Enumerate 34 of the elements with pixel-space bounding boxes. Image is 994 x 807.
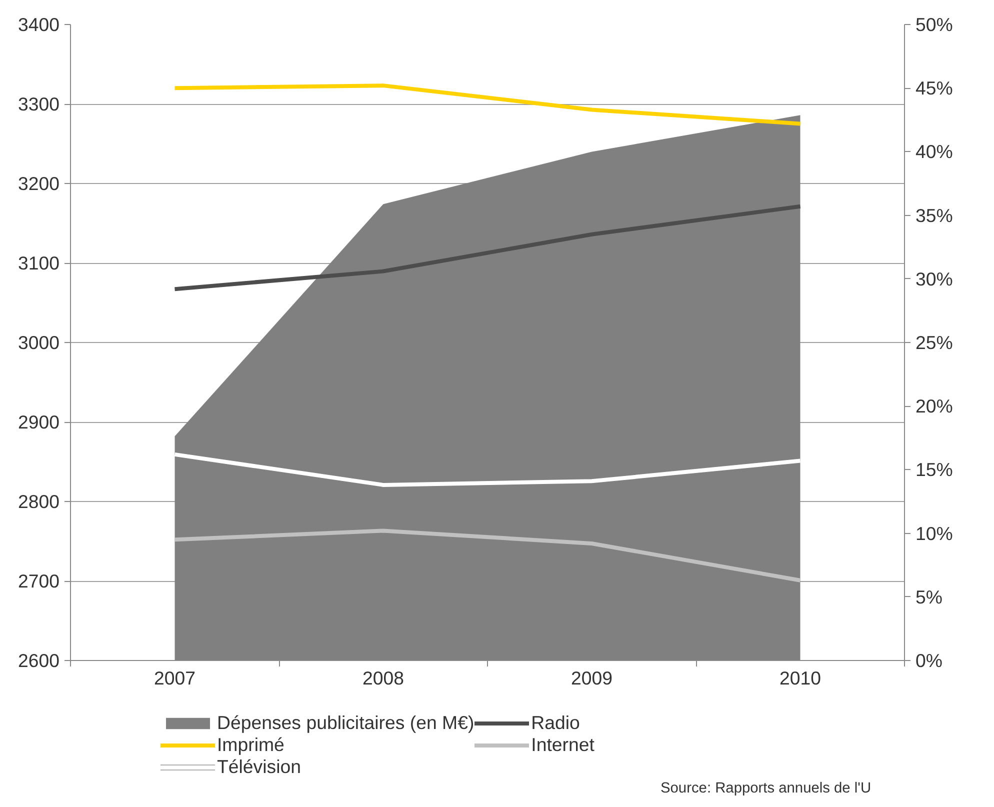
y2-tick-label: 30% xyxy=(916,268,953,290)
line-series xyxy=(172,204,802,292)
legend-label: Dépenses publicitaires (en M€) xyxy=(217,712,474,734)
line-series xyxy=(172,84,802,126)
y-tick-label: 3200 xyxy=(18,173,60,194)
y-tick-label: 3400 xyxy=(18,14,60,35)
y2-tick-label: 25% xyxy=(916,332,953,353)
line-series xyxy=(172,452,802,487)
legend-label: Imprimé xyxy=(217,734,284,756)
x-tick-label: 2010 xyxy=(780,668,822,688)
line-series xyxy=(172,528,802,582)
y-tick-label: 2600 xyxy=(18,650,60,671)
source-note: Source: Rapports annuels de l'U xyxy=(660,780,872,796)
y-tick-label: 2800 xyxy=(18,491,60,512)
y-tick-label: 3100 xyxy=(18,252,60,274)
legend-label: Internet xyxy=(531,734,594,756)
y-tick-label: 2900 xyxy=(18,412,60,432)
x-tick-label: 2007 xyxy=(154,668,196,688)
y2-tick-label: 15% xyxy=(916,459,953,480)
x-tick-label: 2009 xyxy=(571,668,613,688)
y2-tick-label: 45% xyxy=(916,78,953,99)
y2-tick-label: 5% xyxy=(916,586,942,608)
y2-tick-label: 20% xyxy=(916,396,953,417)
y-tick-label: 3300 xyxy=(18,94,60,114)
legend-label: Radio xyxy=(531,712,580,734)
y-tick-label: 3000 xyxy=(18,332,60,353)
y-tick-label: 2700 xyxy=(18,570,60,592)
y2-tick-label: 40% xyxy=(916,141,953,162)
y2-tick-label: 35% xyxy=(916,204,953,226)
x-tick-label: 2008 xyxy=(362,668,404,688)
y2-tick-label: 50% xyxy=(916,14,953,35)
y2-tick-label: 10% xyxy=(916,522,953,544)
legend-label: Télévision xyxy=(217,756,301,778)
y2-tick-label: 0% xyxy=(916,650,942,671)
